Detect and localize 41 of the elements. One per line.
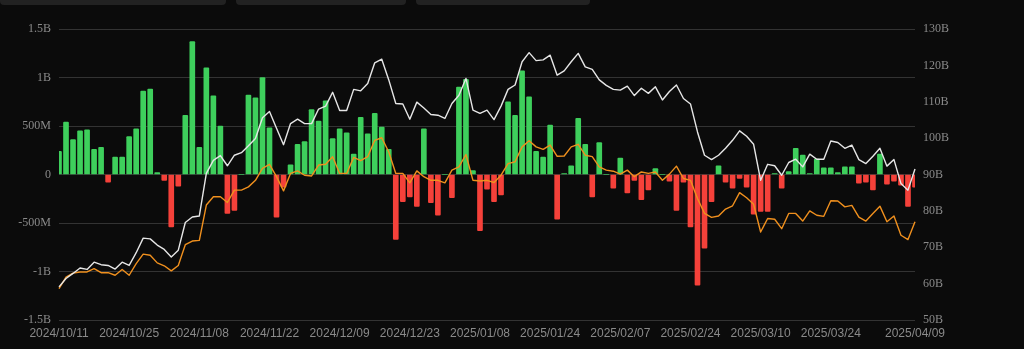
y-tick-label: -500M: [18, 215, 52, 230]
y-tick-label: 0: [45, 166, 51, 181]
x-tick-label: 2024/12/09: [309, 325, 371, 340]
y2-tick-label: 70B: [923, 239, 944, 254]
bar: [877, 153, 883, 175]
bar: [722, 174, 729, 183]
bar: [554, 174, 560, 220]
x-tick-label: 2025/01/24: [520, 325, 581, 340]
x-tick-label: 2024/10/25: [99, 325, 160, 340]
y2-tick-label: 100B: [923, 130, 950, 145]
x-tick-label: 2025/03/10: [730, 325, 791, 340]
bar: [617, 157, 624, 175]
bar: [596, 142, 603, 175]
y2-tick-label: 130B: [923, 21, 950, 36]
y2-tick-label: 50B: [923, 312, 944, 327]
x-tick-label: 2025/01/08: [449, 325, 511, 340]
x-tick-label: 2025/02/07: [590, 325, 651, 340]
y-tick-label: 1B: [36, 69, 51, 84]
bar: [624, 174, 631, 194]
bar: [589, 174, 596, 198]
bar: [778, 174, 785, 189]
bar: [421, 128, 427, 175]
y2-tick-label: 60B: [923, 275, 944, 290]
bar: [449, 174, 455, 199]
y-tick-label: -1B: [33, 263, 51, 278]
bar: [105, 174, 111, 183]
x-tick-label: 2025/02/24: [660, 325, 721, 340]
x-tick-label: 2025/03/24: [800, 325, 862, 340]
y2-tick-label: 90B: [923, 166, 944, 181]
y-tick-label: -1.5B: [24, 312, 51, 327]
y2-tick-label: 120B: [923, 57, 950, 72]
y2-tick-label: 80B: [923, 203, 944, 218]
y-tick-label: 500M: [22, 118, 52, 133]
x-tick-label: 2024/11/08: [169, 325, 230, 340]
y2-tick-label: 110B: [923, 93, 949, 108]
x-tick-label: 2024/10/11: [29, 325, 89, 340]
x-tick-label: 2024/12/23: [379, 325, 441, 340]
x-tick-label: 2025/04/09: [884, 325, 946, 340]
bar: [610, 174, 617, 189]
y-tick-label: 1.5B: [27, 21, 51, 36]
x-tick-label: 2024/11/22: [239, 325, 300, 340]
